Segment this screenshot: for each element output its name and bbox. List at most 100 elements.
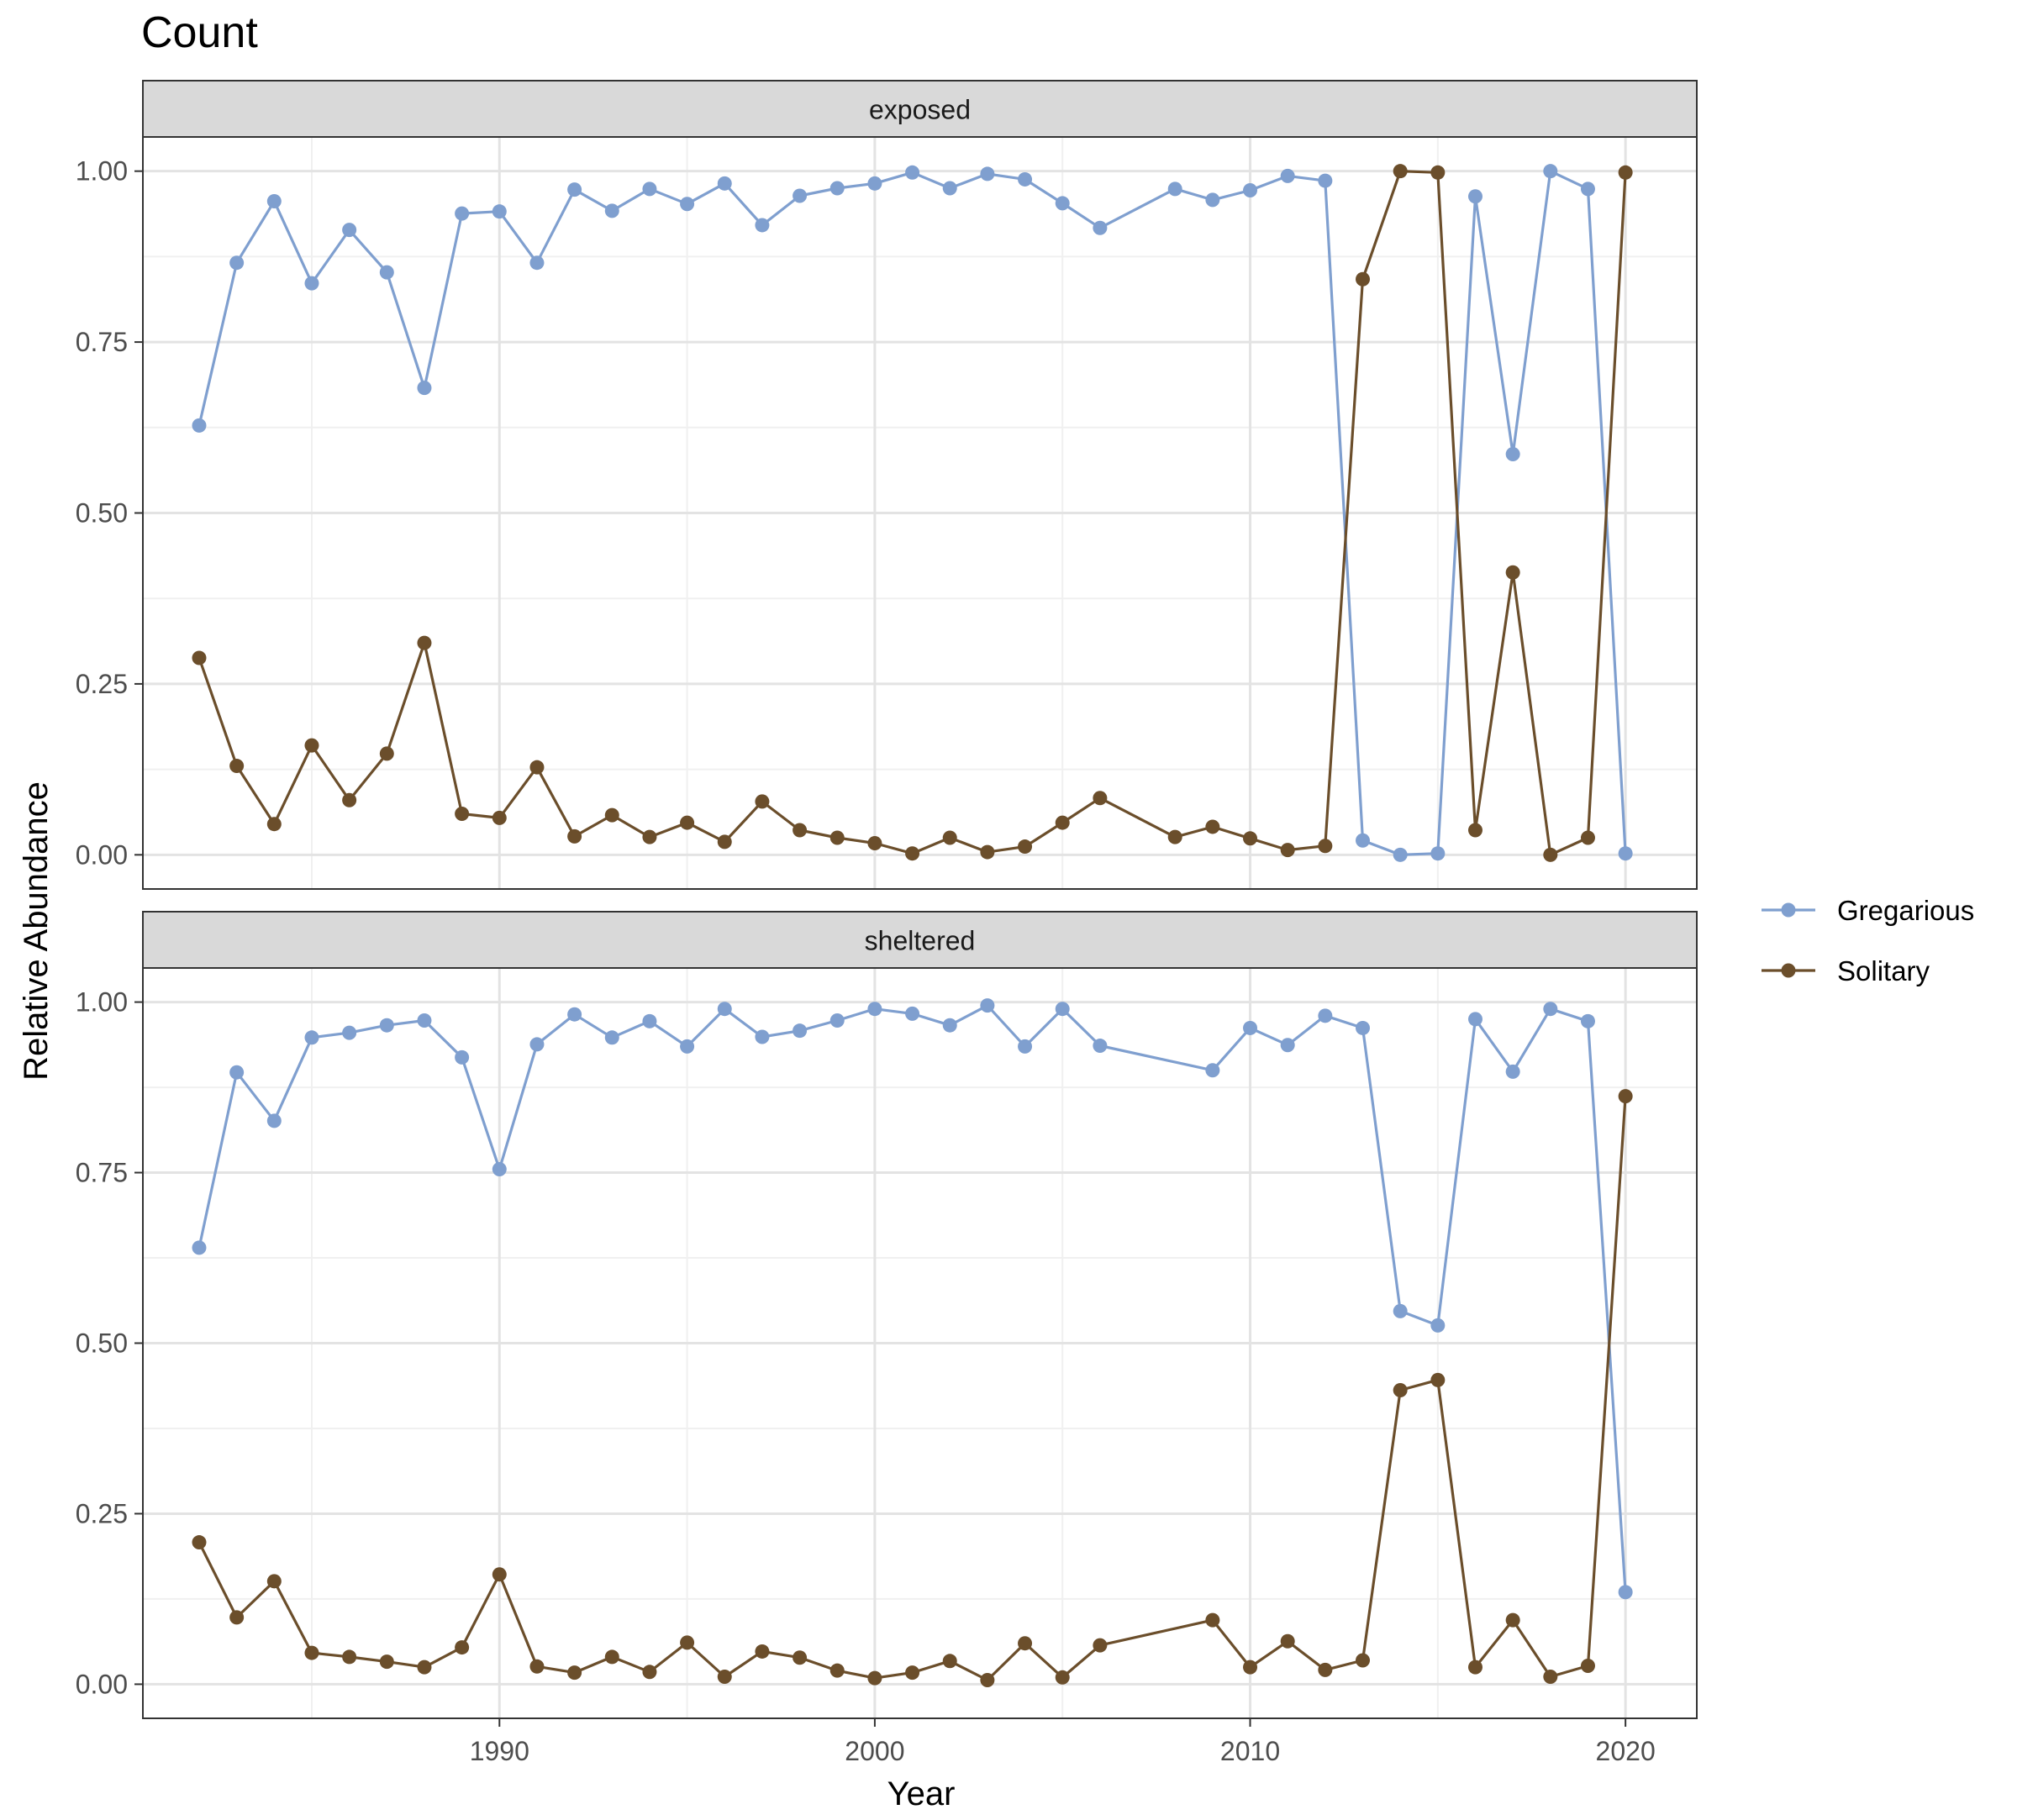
data-point	[567, 1007, 582, 1022]
legend-key-point	[1781, 902, 1796, 918]
data-point	[1505, 447, 1520, 462]
data-point	[942, 1018, 957, 1033]
data-point	[1205, 1612, 1220, 1628]
data-point	[604, 1649, 619, 1665]
data-point	[1356, 833, 1371, 848]
data-point	[604, 807, 619, 823]
strip-label: sheltered	[865, 926, 976, 956]
data-point	[1356, 1020, 1371, 1035]
data-point	[529, 760, 545, 775]
data-point	[529, 255, 545, 271]
data-point	[1580, 1658, 1595, 1673]
data-point	[1318, 173, 1333, 188]
data-point	[1618, 1089, 1633, 1104]
data-point	[829, 1013, 845, 1028]
data-point	[567, 1665, 582, 1681]
data-point	[1093, 791, 1108, 806]
legend-key-point	[1781, 963, 1796, 978]
data-point	[1018, 1636, 1033, 1651]
x-axis-label: Year	[887, 1775, 956, 1812]
data-point	[229, 1610, 245, 1625]
data-point	[1505, 1612, 1520, 1628]
data-point	[867, 1002, 882, 1017]
data-point	[1018, 1039, 1033, 1054]
data-point	[604, 1030, 619, 1045]
data-point	[829, 830, 845, 845]
panel-exposed: exposed 0.00 0.25 0.50 0.75 1.00	[76, 80, 1698, 890]
data-point	[492, 204, 507, 219]
data-point	[755, 1029, 770, 1044]
x-tick-label: 2010	[1220, 1736, 1280, 1766]
data-point	[379, 746, 394, 761]
data-point	[905, 1006, 920, 1021]
data-point	[1467, 189, 1482, 204]
data-point	[342, 1649, 357, 1665]
data-point	[417, 381, 432, 396]
data-point	[1467, 823, 1482, 838]
data-point	[1280, 843, 1295, 858]
y-tick-label: 1.00	[76, 156, 128, 187]
y-tick-label: 1.00	[76, 987, 128, 1018]
data-point	[1393, 164, 1408, 179]
data-point	[1055, 1002, 1070, 1017]
panel-sheltered: sheltered 0.00 0.25 0.50 0.75 1.00	[76, 911, 1698, 1719]
data-point	[793, 823, 808, 838]
data-point	[1243, 1660, 1258, 1675]
legend-item-solitary: Solitary	[1762, 955, 1930, 986]
data-point	[342, 1025, 357, 1040]
data-point	[455, 206, 470, 221]
data-point	[829, 1663, 845, 1678]
data-point	[867, 1670, 882, 1686]
data-point	[1318, 1662, 1333, 1677]
x-tick-label: 1990	[470, 1736, 529, 1766]
data-point	[1055, 1670, 1070, 1685]
data-point	[229, 1065, 245, 1080]
data-point	[1543, 1669, 1558, 1684]
data-point	[266, 193, 282, 208]
strip-background	[142, 80, 1698, 138]
data-point	[1580, 1013, 1595, 1028]
data-point	[379, 1654, 394, 1670]
data-point	[1467, 1660, 1482, 1675]
data-point	[1205, 1063, 1220, 1078]
y-tick-label: 0.00	[76, 839, 128, 870]
data-point	[1505, 1064, 1520, 1079]
data-point	[342, 792, 357, 807]
data-point	[1618, 165, 1633, 180]
chart-title: Count	[141, 8, 258, 57]
data-point	[1543, 847, 1558, 862]
data-point	[793, 1650, 808, 1665]
data-point	[642, 829, 657, 844]
legend-label: Gregarious	[1837, 895, 1974, 926]
data-point	[755, 218, 770, 233]
y-axis-label: Relative Abundance	[18, 781, 55, 1081]
data-point	[1055, 815, 1070, 830]
y-tick-label: 0.75	[76, 1158, 128, 1188]
data-point	[1280, 1038, 1295, 1053]
data-point	[1505, 565, 1520, 580]
data-point	[1580, 181, 1595, 197]
data-point	[1430, 1372, 1446, 1387]
data-point	[529, 1037, 545, 1052]
y-tick-label: 0.75	[76, 327, 128, 357]
data-point	[942, 830, 957, 845]
data-point	[492, 1161, 507, 1176]
data-point	[304, 1030, 319, 1045]
data-point	[192, 650, 207, 665]
data-point	[1093, 1039, 1108, 1054]
data-point	[529, 1659, 545, 1674]
data-point	[1018, 839, 1033, 855]
data-point	[304, 276, 319, 291]
data-point	[1205, 192, 1220, 208]
data-point	[1243, 182, 1258, 197]
data-point	[304, 1645, 319, 1660]
data-point	[793, 188, 808, 203]
data-point	[342, 223, 357, 238]
y-tick-label: 0.00	[76, 1669, 128, 1699]
data-point	[229, 255, 245, 271]
data-point	[379, 265, 394, 280]
data-point	[905, 1665, 920, 1681]
data-point	[1467, 1012, 1482, 1027]
data-point	[417, 635, 432, 650]
data-point	[642, 1665, 657, 1680]
